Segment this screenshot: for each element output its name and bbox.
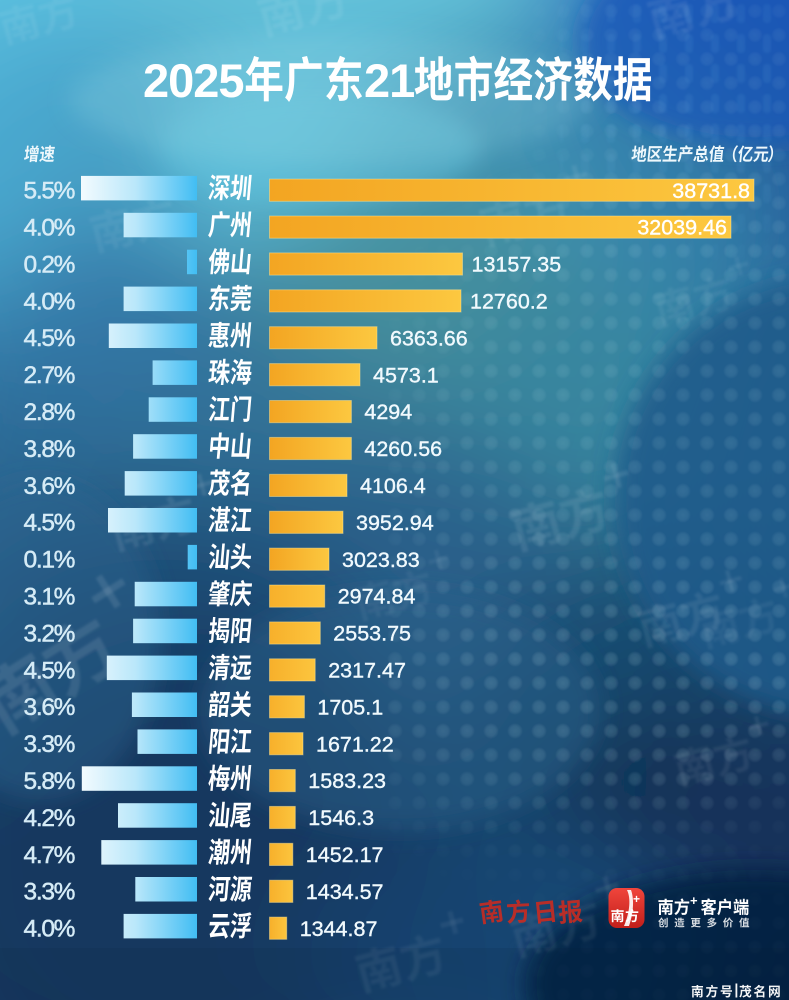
svg-text:1671.22: 1671.22	[316, 732, 394, 756]
svg-text:4.5%: 4.5%	[24, 325, 75, 352]
svg-text:+: +	[690, 893, 698, 908]
svg-text:3952.94: 3952.94	[356, 511, 434, 535]
svg-text:3023.83: 3023.83	[342, 548, 420, 572]
svg-text:4294: 4294	[364, 400, 412, 424]
svg-text:32039.46: 32039.46	[637, 216, 727, 240]
svg-text:3.3%: 3.3%	[24, 731, 75, 758]
svg-text:4.7%: 4.7%	[24, 842, 75, 869]
svg-text:4106.4: 4106.4	[360, 474, 426, 498]
svg-text:21: 21	[364, 54, 414, 107]
svg-text:2317.47: 2317.47	[328, 659, 406, 683]
svg-text:4.5%: 4.5%	[24, 510, 75, 537]
svg-text:6363.66: 6363.66	[390, 326, 468, 350]
svg-text:4573.1: 4573.1	[373, 363, 439, 387]
svg-text:3.2%: 3.2%	[24, 620, 75, 647]
svg-text:4.0%: 4.0%	[24, 215, 75, 242]
svg-text:13157.35: 13157.35	[472, 253, 562, 277]
svg-text:1546.3: 1546.3	[308, 806, 374, 830]
svg-text:1705.1: 1705.1	[317, 695, 383, 719]
svg-text:2553.75: 2553.75	[333, 622, 411, 646]
svg-text:0.1%: 0.1%	[24, 547, 75, 574]
svg-text:1452.17: 1452.17	[306, 843, 384, 867]
svg-text:5.8%: 5.8%	[24, 768, 75, 795]
svg-text:1344.87: 1344.87	[300, 917, 378, 941]
svg-text:12760.2: 12760.2	[470, 290, 548, 314]
svg-text:4.2%: 4.2%	[24, 805, 75, 832]
svg-text:3.8%: 3.8%	[24, 436, 75, 463]
svg-text:3.6%: 3.6%	[24, 694, 75, 721]
svg-text:38731.8: 38731.8	[672, 179, 750, 203]
svg-text:5.5%: 5.5%	[24, 178, 75, 205]
svg-text:1583.23: 1583.23	[308, 769, 386, 793]
svg-text:2974.84: 2974.84	[338, 585, 416, 609]
svg-text:4.0%: 4.0%	[24, 916, 75, 943]
svg-text:2.8%: 2.8%	[24, 399, 75, 426]
svg-text:4260.56: 4260.56	[364, 437, 442, 461]
svg-text:+: +	[633, 892, 640, 906]
svg-text:1434.57: 1434.57	[306, 880, 384, 904]
svg-text:3.3%: 3.3%	[24, 879, 75, 906]
svg-text:4.5%: 4.5%	[24, 657, 75, 684]
svg-text:4.0%: 4.0%	[24, 288, 75, 315]
svg-text:3.6%: 3.6%	[24, 473, 75, 500]
svg-text:3.1%: 3.1%	[24, 584, 75, 611]
svg-text:0.2%: 0.2%	[24, 251, 75, 278]
svg-text:2025: 2025	[143, 54, 244, 107]
svg-text:2.7%: 2.7%	[24, 362, 75, 389]
